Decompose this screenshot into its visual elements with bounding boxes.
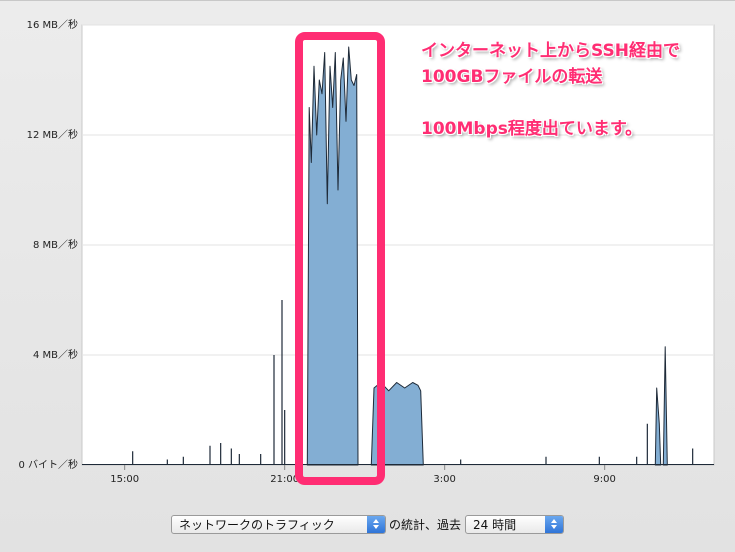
x-tick-label: 3:00 [433, 474, 455, 485]
y-tick-label: 16 MB／秒 [27, 18, 78, 31]
metric-select[interactable]: ネットワークのトラフィック [171, 514, 386, 534]
annotation-text: インターネット上からSSH経由で 100GBファイルの転送 100Mbps程度出… [421, 38, 680, 142]
y-tick-label: 8 MB／秒 [33, 238, 78, 251]
period-select[interactable]: 24 時間 [465, 514, 565, 534]
y-tick-label: 0 バイト／秒 [18, 458, 78, 471]
x-tick-label: 21:00 [270, 474, 299, 485]
updown-arrows-icon [367, 515, 385, 533]
updown-arrows-icon [545, 515, 564, 533]
annotation-line-1: インターネット上からSSH経由で [421, 41, 680, 61]
x-tick-label: 9:00 [593, 474, 615, 485]
y-tick-label: 4 MB／秒 [33, 348, 78, 361]
traffic-area [306, 46, 359, 466]
annotation-line-2: 100GBファイルの転送 [421, 67, 603, 87]
metric-select-value: ネットワークのトラフィック [179, 517, 335, 532]
highlight-box [295, 32, 385, 485]
y-tick-label: 12 MB／秒 [27, 128, 78, 141]
annotation-line-3: 100Mbps程度出ています。 [421, 119, 643, 139]
period-select-value: 24 時間 [473, 517, 517, 532]
x-tick-label: 15:00 [110, 474, 139, 485]
network-traffic-chart: 0 バイト／秒 4 MB／秒 8 MB／秒 12 MB／秒 16 MB／秒 15:00 2… [18, 18, 715, 485]
chart-controls: ネットワークのトラフィック の統計、過去 24 時間 [171, 513, 565, 535]
stats-label: の統計、過去 [389, 517, 462, 532]
